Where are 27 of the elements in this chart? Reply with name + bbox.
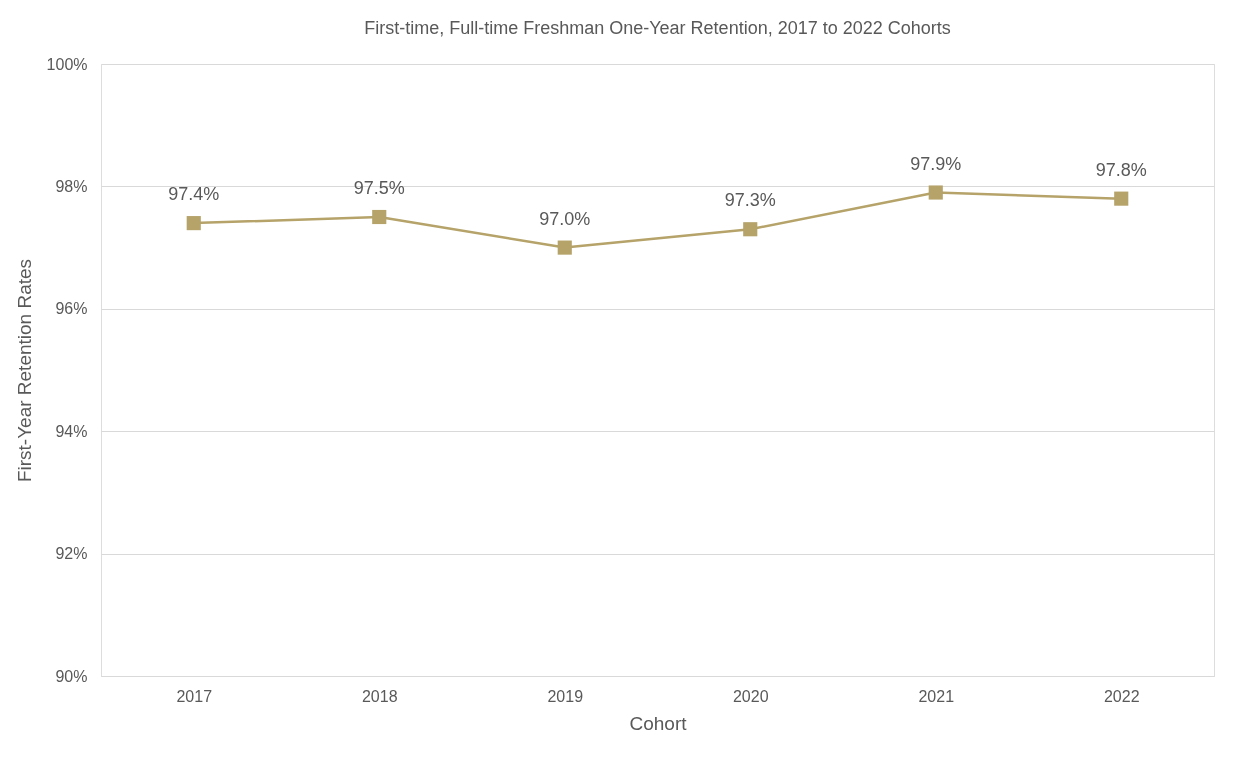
point [186,216,201,231]
y-tick-label: 98% [55,177,88,195]
data-label: 97.8% [1095,159,1147,180]
data-label: 97.5% [353,178,405,198]
data-label: 97.3% [724,190,776,211]
point [928,185,943,200]
y-tick-label: 94% [55,422,88,440]
point [743,222,758,237]
data-label: 97.4% [168,184,220,205]
x-tick-label: 2021 [918,687,955,705]
data-label: 97.9% [910,153,962,174]
x-tick-label: 2018 [361,687,398,705]
x-tick-label: 2022 [1103,687,1140,705]
y-tick-label: 96% [55,300,88,318]
y-tick-label: 92% [55,545,88,563]
x-axis-title: Cohort [629,712,688,734]
point [1114,191,1129,206]
point [557,240,572,255]
chart-title: First-time, Full-time Freshman One-Year Retention, 2017 to 2022 Cohorts [364,18,951,38]
x-tick-label: 2020 [732,687,769,705]
y-tick-label: 90% [55,667,88,685]
y-axis-title: First-Year Retention Rates [13,258,35,483]
point [372,209,387,225]
data-label: 97.0% [539,208,591,229]
x-tick-label: 2019 [547,687,584,705]
y-tick-label: 100% [46,55,88,73]
x-tick-label: 2017 [176,687,213,705]
